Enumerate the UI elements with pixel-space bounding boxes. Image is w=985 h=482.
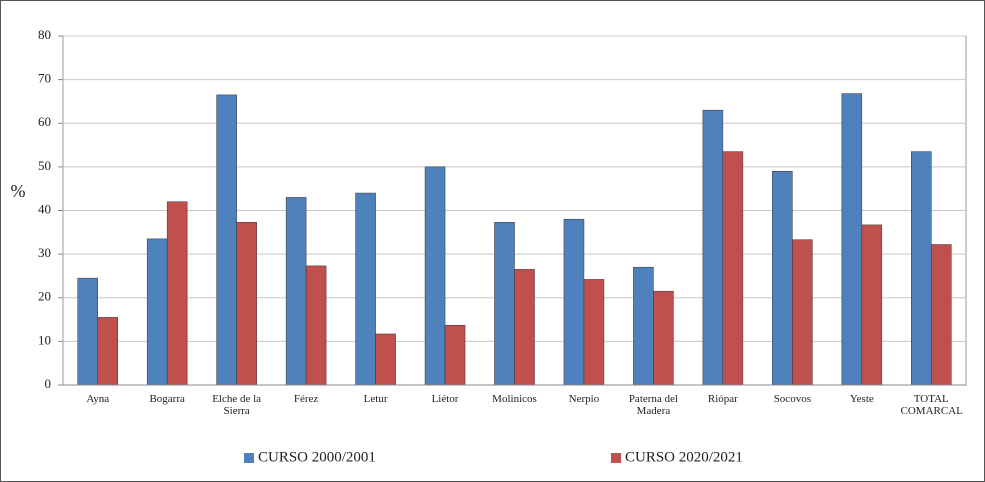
bar — [722, 151, 744, 386]
bar — [97, 317, 118, 386]
bar — [583, 279, 605, 386]
bar — [375, 333, 396, 386]
x-tick-label: TOTAL COMARCAL — [900, 393, 963, 417]
y-tick-label: 70 — [38, 71, 51, 86]
bar — [702, 109, 724, 386]
bar — [166, 201, 188, 386]
bar — [494, 222, 515, 386]
bar — [792, 239, 813, 386]
x-tick-label: Elche de la Sierra — [212, 393, 262, 417]
bar — [216, 94, 237, 386]
bar — [285, 197, 307, 386]
y-tick-label: 40 — [38, 201, 51, 216]
y-axis-label: % — [11, 181, 26, 201]
x-tick-label: Bogarra — [149, 393, 185, 405]
bar — [653, 290, 674, 386]
bar — [236, 222, 257, 386]
y-tick-label: 20 — [38, 289, 51, 304]
bar — [861, 224, 883, 386]
x-tick-label: Liétor — [431, 393, 459, 405]
x-tick-label: Riópar — [707, 393, 738, 405]
x-tick-label: Yeste — [849, 393, 874, 405]
legend-label: CURSO 2020/2021 — [625, 449, 743, 465]
y-tick-label: 10 — [38, 332, 51, 347]
bar — [77, 277, 98, 386]
x-tick-label: Molinicos — [492, 393, 537, 405]
legend-swatch — [611, 453, 621, 463]
y-tick-label: 80 — [38, 27, 51, 42]
x-tick-label: Letur — [363, 393, 388, 405]
bar — [633, 266, 654, 386]
x-tick-label: Férez — [293, 393, 319, 405]
x-tick-label: Socovos — [773, 393, 811, 405]
bar — [424, 166, 446, 386]
bar — [841, 93, 863, 386]
bar — [514, 269, 535, 386]
y-tick-label: 50 — [38, 158, 51, 173]
bar — [931, 244, 952, 386]
y-tick-label: 30 — [38, 245, 51, 260]
y-tick-label: 0 — [45, 376, 52, 391]
x-tick-label: Ayna — [86, 393, 110, 405]
x-tick-label: Paterna del Madera — [628, 393, 678, 417]
bar — [444, 324, 466, 386]
legend-swatch — [244, 453, 254, 463]
x-tick-label: Nerpio — [568, 393, 600, 405]
bar — [563, 218, 585, 386]
bar — [772, 170, 793, 386]
bar — [146, 238, 168, 386]
legend-label: CURSO 2000/2001 — [258, 449, 376, 465]
bar — [355, 192, 376, 386]
bar — [911, 151, 932, 386]
y-tick-label: 60 — [38, 114, 51, 129]
bar — [305, 265, 327, 386]
